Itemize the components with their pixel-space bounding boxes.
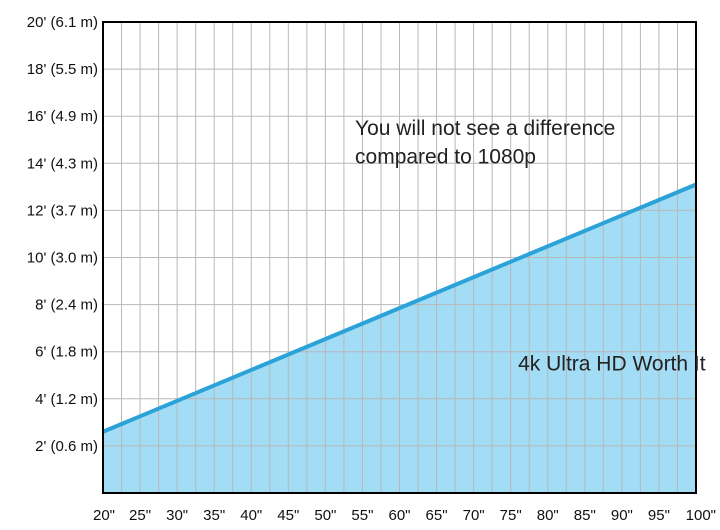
y-tick-label: 2' (0.6 m) <box>35 438 98 455</box>
annotation-worth-it: 4k Ultra HD Worth It <box>518 353 706 376</box>
x-axis-tick-labels: 20" 25" 30" 35" 40" 45" 50" 55" 60" 65" 70" 75" 80" 8… <box>93 507 716 524</box>
grid-lines <box>103 22 696 493</box>
x-tick-label: 100" <box>686 507 716 524</box>
plot-border <box>102 21 697 494</box>
y-tick-label: 10' (3.0 m) <box>27 250 98 267</box>
x-tick-label: 40" <box>240 507 262 524</box>
x-tick-label: 65" <box>426 507 448 524</box>
threshold-line <box>102 182 697 434</box>
y-axis-tick-labels: 2' (0.6 m) 4' (1.2 m) 6' (1.8 m) 8' (2.4 m)… <box>27 14 98 455</box>
series-line-layer <box>102 182 697 434</box>
y-tick-label: 8' (2.4 m) <box>35 297 98 314</box>
y-tick-label: 18' (5.5 m) <box>27 61 98 78</box>
x-tick-label: 35" <box>203 507 225 524</box>
annotations: You will not see a difference compared to… <box>355 117 706 376</box>
x-tick-label: 55" <box>351 507 373 524</box>
y-tick-label: 6' (1.8 m) <box>35 344 98 361</box>
annotation-no-difference-line1: You will not see a difference <box>355 117 615 140</box>
y-tick-label: 14' (4.3 m) <box>27 155 98 172</box>
x-tick-label: 95" <box>648 507 670 524</box>
x-tick-label: 20" <box>93 507 115 524</box>
y-tick-label: 4' (1.2 m) <box>35 391 98 408</box>
x-tick-label: 25" <box>129 507 151 524</box>
y-tick-label: 12' (3.7 m) <box>27 202 98 219</box>
x-tick-label: 90" <box>611 507 633 524</box>
annotation-no-difference-line2: compared to 1080p <box>355 145 536 168</box>
x-tick-label: 30" <box>166 507 188 524</box>
y-tick-label: 20' (6.1 m) <box>27 14 98 31</box>
x-tick-label: 60" <box>388 507 410 524</box>
x-tick-label: 70" <box>463 507 485 524</box>
x-tick-label: 50" <box>314 507 336 524</box>
x-tick-label: 80" <box>537 507 559 524</box>
x-tick-label: 45" <box>277 507 299 524</box>
x-tick-label: 75" <box>500 507 522 524</box>
y-tick-label: 16' (4.9 m) <box>27 108 98 125</box>
x-tick-label: 85" <box>574 507 596 524</box>
plot-frame <box>102 21 697 494</box>
